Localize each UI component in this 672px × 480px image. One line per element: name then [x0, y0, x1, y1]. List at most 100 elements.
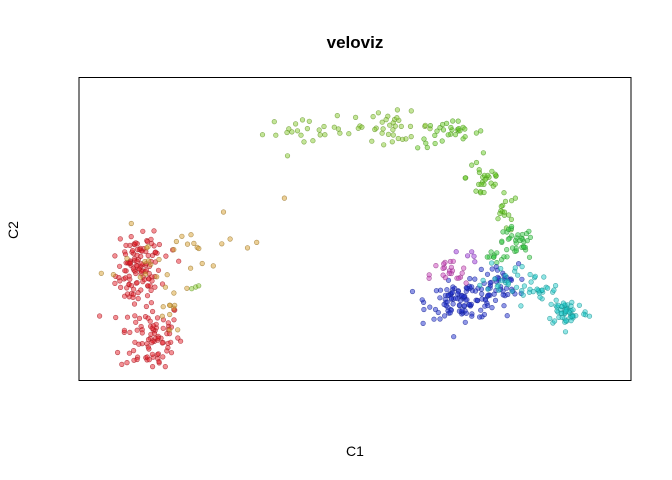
- data-point-series-2: [322, 132, 328, 138]
- data-point-series-3: [506, 212, 512, 218]
- data-point-series-0: [138, 287, 144, 293]
- data-point-series-3: [469, 162, 475, 168]
- data-point-series-0: [159, 281, 166, 287]
- data-point-series-5: [431, 316, 437, 322]
- data-point-series-8: [548, 301, 554, 307]
- data-point-series-5: [444, 287, 450, 293]
- data-point-series-0: [144, 293, 151, 299]
- data-point-series-3: [440, 127, 447, 133]
- data-point-series-3: [423, 140, 429, 146]
- data-point-series-8: [553, 297, 559, 303]
- data-point-series-1: [227, 236, 233, 242]
- data-point-series-2: [380, 126, 386, 132]
- data-point-series-6: [448, 264, 455, 270]
- data-point-series-2: [286, 126, 292, 132]
- data-point-series-5: [472, 276, 478, 282]
- data-point-series-2: [346, 131, 352, 137]
- data-point-series-5: [437, 287, 444, 293]
- data-point-series-8: [505, 280, 512, 286]
- data-point-series-3: [509, 198, 515, 204]
- data-point-series-0: [155, 335, 161, 341]
- data-point-series-3: [462, 126, 468, 132]
- data-point-series-0: [124, 291, 131, 297]
- data-point-series-6: [440, 265, 446, 272]
- data-point-series-8: [527, 271, 533, 278]
- data-point-series-6: [433, 263, 439, 269]
- data-point-series-5: [466, 301, 473, 308]
- data-point-series-3: [462, 175, 468, 181]
- data-point-series-3: [489, 168, 495, 174]
- chart-title: veloviz: [327, 33, 384, 52]
- data-point-series-2: [299, 117, 306, 123]
- data-point-series-8: [534, 286, 540, 292]
- data-point-series-1: [199, 260, 205, 267]
- data-point-series-0: [128, 234, 134, 240]
- plot-frame: [78, 77, 632, 381]
- data-point-series-1: [160, 304, 166, 310]
- data-point-series-3: [462, 134, 468, 140]
- data-point-series-8: [551, 287, 557, 293]
- data-point-series-8: [568, 318, 574, 324]
- data-point-series-3: [492, 181, 498, 187]
- data-point-series-1: [171, 305, 177, 311]
- data-point-series-2: [399, 136, 406, 142]
- data-point-series-5: [489, 266, 495, 272]
- data-point-series-2: [317, 132, 323, 138]
- data-point-series-2: [383, 116, 389, 123]
- data-point-series-0: [113, 314, 119, 321]
- data-point-series-5: [474, 297, 481, 304]
- data-point-series-0: [131, 286, 137, 292]
- data-point-series-1: [156, 256, 162, 263]
- data-point-series-4: [513, 240, 519, 246]
- data-point-series-0: [133, 240, 139, 246]
- data-point-series-4: [499, 238, 505, 244]
- data-point-series-2: [372, 126, 378, 133]
- data-point-series-0: [145, 336, 152, 343]
- data-point-series-6: [441, 261, 447, 267]
- data-point-series-0: [123, 242, 129, 248]
- data-point-series-0: [175, 335, 181, 341]
- data-point-series-1: [171, 247, 177, 253]
- data-point-series-1: [179, 233, 185, 239]
- data-point-series-0: [124, 314, 131, 320]
- data-point-series-2: [335, 126, 342, 132]
- data-point-series-1: [188, 232, 194, 238]
- data-point-series-5: [450, 284, 456, 290]
- data-point-series-5: [463, 310, 470, 316]
- data-point-series-0: [155, 267, 162, 273]
- data-point-series-8: [519, 288, 525, 294]
- data-point-series-5: [450, 301, 456, 307]
- data-point-series-0: [119, 361, 125, 368]
- data-point-series-5: [455, 291, 461, 297]
- data-point-series-0: [147, 318, 153, 324]
- data-point-series-0: [150, 364, 156, 370]
- data-point-series-1: [145, 258, 152, 264]
- data-point-series-8: [513, 284, 520, 290]
- data-point-series-3: [473, 188, 479, 194]
- y-axis-label: C2: [5, 221, 21, 239]
- data-point-series-1: [184, 285, 190, 291]
- data-point-series-8: [576, 302, 583, 308]
- data-point-series-1: [175, 327, 181, 333]
- data-point-series-0: [152, 284, 158, 290]
- data-point-series-1: [137, 274, 143, 280]
- data-point-series-3: [508, 216, 515, 222]
- data-point-series-3: [439, 138, 445, 144]
- data-point-series-5: [489, 305, 495, 311]
- data-point-series-4: [505, 236, 512, 242]
- data-point-series-2: [370, 113, 376, 120]
- data-point-series-0: [148, 236, 154, 242]
- data-point-series-1: [128, 220, 134, 227]
- data-point-series-1: [210, 263, 216, 269]
- data-point-series-1: [110, 272, 116, 278]
- data-point-series-1: [244, 245, 251, 251]
- data-point-series-2: [375, 110, 382, 116]
- data-point-series-2: [316, 127, 322, 133]
- data-point-series-5: [462, 319, 468, 325]
- data-point-series-0: [156, 241, 162, 248]
- data-point-series-2: [394, 107, 401, 113]
- data-point-series-4: [513, 248, 520, 254]
- data-point-series-8: [477, 282, 483, 288]
- data-point-series-0: [150, 323, 156, 329]
- data-point-series-5: [501, 303, 507, 309]
